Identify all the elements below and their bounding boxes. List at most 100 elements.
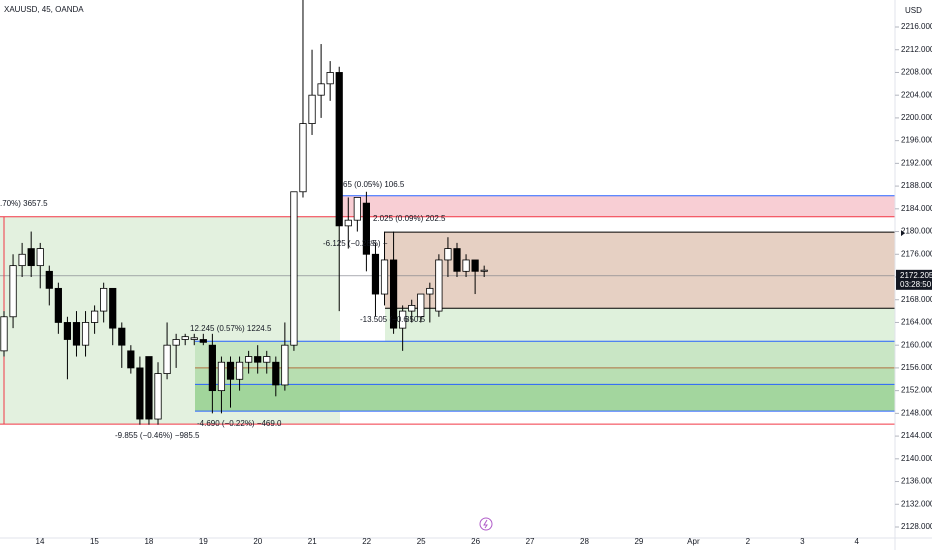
candle-body [344,219,352,227]
candle-body [408,305,416,312]
x-tick-label: 21 [308,537,317,546]
y-tick-label: 2188.000 [901,181,932,190]
candle-body [81,322,90,346]
candle-body [190,337,198,340]
current-price-label: 2172.205 [900,271,932,280]
x-tick-label: Apr [687,537,700,546]
candle-body [118,327,126,346]
x-tick-label: 27 [526,537,535,546]
measure-label: 2.025 (0.09%) 202.5 [373,214,446,223]
measure-label: -13.505 (−0.6 [360,315,408,324]
candle-body [54,287,62,323]
measure-label: -6.125 (−0.28%) − [323,239,388,248]
x-tick-label: 4 [855,537,860,546]
candle-body [199,339,207,343]
x-tick-label: 19 [199,537,208,546]
y-tick-label: 2156.000 [901,363,932,372]
candle-body [27,248,35,267]
candle-body [181,336,189,340]
countdown: 03:28:50 [900,280,932,289]
candle-body [380,259,389,295]
candle-body [453,248,461,272]
current-price-box [896,269,932,290]
measure-label: 12.245 (0.57%) 1224.5 [190,324,272,333]
measure-label: 65 (0.05%) 106.5 [343,180,405,189]
y-tick-label: 2192.000 [901,158,932,167]
candle-body [281,344,289,386]
candle-body [226,361,235,380]
y-tick-label: 2208.000 [901,68,932,77]
event-icon[interactable] [479,517,493,531]
measure-label: -4.690 (−0.22%) −469.0 [197,419,282,428]
candle-body [362,202,371,255]
x-tick-label: 25 [417,537,426,546]
candle-body [208,344,216,392]
candle-body [317,83,325,96]
zone [195,384,895,412]
candle-body [326,72,334,85]
y-tick-label: 2168.000 [901,295,932,304]
y-tick-label: 2196.000 [901,136,932,145]
candle-body [308,94,316,124]
candle-body [254,356,262,363]
candle-body [172,339,180,346]
candle-body [399,310,407,329]
x-tick-label: 28 [580,537,589,546]
y-tick-label: 2180.000 [901,227,932,236]
currency: USD [905,6,922,15]
x-tick-label: 18 [144,537,153,546]
candle-body [444,248,452,261]
y-tick-label: 2152.000 [901,386,932,395]
candle-body [91,310,99,323]
x-tick-label: 20 [253,537,262,546]
y-tick-label: 2164.000 [901,318,932,327]
candle-body [335,72,343,227]
candle-body [435,259,443,312]
candle-body [100,287,108,312]
candle-body [426,287,434,295]
x-tick-label: 26 [471,537,480,546]
measure-label: .5 [370,239,377,248]
alert-arrow [901,230,905,237]
x-tick-label: 22 [362,537,371,546]
zone [195,341,895,368]
zone [385,308,895,342]
y-tick-label: 2176.000 [901,249,932,258]
candle-body [245,356,253,363]
candle-body [389,259,398,329]
event-bolt [483,519,488,529]
y-tick-label: 2216.000 [901,22,932,31]
candle-body [45,270,53,289]
x-tick-label: 15 [90,537,99,546]
candle-body [145,356,153,420]
candle-body [136,367,144,420]
candle-body [72,322,81,346]
candle-body [290,191,298,346]
candle-body [63,322,72,340]
measure-label: 350.5 [405,315,426,324]
x-tick-label: 2 [746,537,751,546]
zone [385,232,895,309]
candle-body [462,259,470,272]
measure-label: -9.855 (−0.46%) −985.5 [115,431,200,440]
candle-body [235,361,244,380]
y-tick-label: 2144.000 [901,431,932,440]
x-tick-label: 29 [634,537,643,546]
plot: .70%) 3657.5 12.245 (0.57%) 1224.5 -9.855 … [0,0,895,440]
candle-body [154,373,162,420]
candle-body [471,259,479,272]
x-tick-label: 14 [36,537,45,546]
y-tick-label: 2136.000 [901,477,932,486]
candle-body [299,123,307,193]
zone [340,195,895,217]
y-tick-label: 2200.000 [901,113,932,122]
y-tick-label: 2184.000 [901,204,932,213]
symbol-title: XAUUSD, 45, OANDA [4,5,84,14]
candle-body [127,350,135,369]
x-tick-label: 3 [800,537,805,546]
candle-body [353,197,361,221]
axes: 2128.000 2132.000 2136.000 2140.000 2144.000… [36,22,932,546]
candle-body [36,248,44,267]
y-tick-label: 2160.000 [901,340,932,349]
